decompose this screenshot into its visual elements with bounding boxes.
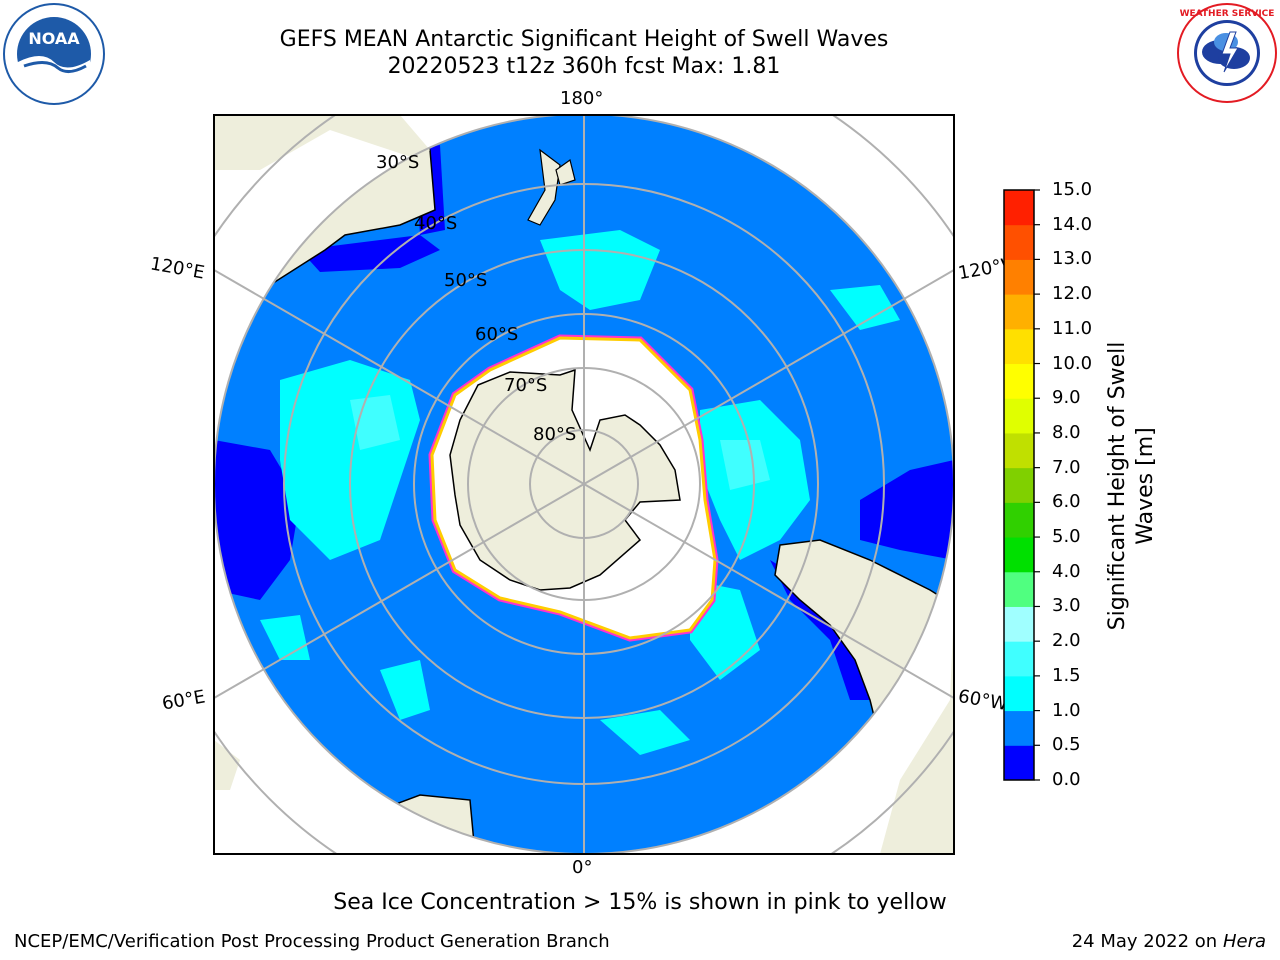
colorbar-segment	[1004, 259, 1034, 295]
colorbar-label: Significant Height of Swell Waves [m]	[1104, 326, 1160, 646]
chart-title: GEFS MEAN Antarctic Significant Height o…	[279, 27, 889, 52]
colorbar-segment	[1004, 432, 1034, 469]
colorbar-segment	[1004, 363, 1034, 399]
chart-subtitle: 20220523 t12z 360h fcst Max: 1.81	[387, 54, 781, 79]
caption: Sea Ice Concentration > 15% is shown in …	[333, 890, 947, 915]
colorbar-tick-label: 10.0	[1052, 352, 1093, 374]
noaa-logo: NOAA	[3, 3, 105, 105]
colorbar-segment	[1004, 294, 1034, 330]
lat-label-60s: 60°S	[475, 324, 519, 345]
colorbar-tick-label: 1.5	[1052, 664, 1081, 686]
lon-label-180: 180°	[560, 88, 604, 109]
footer-machine: Hera	[1222, 931, 1266, 952]
colorbar-tick-label: 12.0	[1052, 283, 1093, 305]
low-swell-region	[214, 440, 300, 600]
new-zealand-land	[527, 148, 561, 226]
colorbar-segment	[1004, 537, 1034, 573]
lat-label-30s: 30°S	[376, 152, 420, 173]
colorbar-tick-label: 5.0	[1052, 526, 1081, 548]
colorbar-frame	[1003, 189, 1035, 781]
colorbar-tick-label: 11.0	[1052, 317, 1093, 339]
colorbar-tick-label: 15.0	[1052, 179, 1093, 200]
lon-label-0: 0°	[572, 857, 593, 878]
lat-label-80s: 80°S	[533, 424, 577, 445]
colorbar-tick-label: 14.0	[1052, 213, 1093, 235]
colorbar-segment	[1004, 675, 1034, 712]
colorbar-tick-label: 0.5	[1052, 734, 1081, 756]
colorbar-tick-label: 0.0	[1052, 769, 1081, 790]
colorbar-segment	[1004, 190, 1034, 226]
lat-label-50s: 50°S	[444, 270, 488, 291]
colorbar-tick-label: 7.0	[1052, 456, 1081, 478]
colorbar-tick-label: 1.0	[1052, 699, 1081, 721]
footer-date-text: 24 May 2022 on	[1071, 931, 1218, 952]
colorbar-tick-label: 9.0	[1052, 387, 1081, 409]
footer-credit: NCEP/EMC/Verification Post Processing Pr…	[14, 931, 610, 952]
colorbar-tick-label: 3.0	[1052, 595, 1081, 617]
colorbar-segment	[1004, 224, 1034, 260]
colorbar-tick-label: 8.0	[1052, 421, 1081, 443]
colorbar-label-line1: Significant Height of Swell	[1105, 341, 1130, 631]
colorbar-segment	[1004, 745, 1034, 781]
map-frame	[213, 114, 955, 855]
colorbar	[1003, 189, 1040, 781]
colorbar-tick-label: 6.0	[1052, 491, 1081, 513]
lat-label-70s: 70°S	[504, 375, 548, 396]
antarctica-land	[449, 368, 681, 591]
colorbar-segment	[1004, 328, 1034, 365]
noaa-logo-text: NOAA	[28, 29, 80, 48]
footer-date: 24 May 2022 on Hera	[1072, 931, 1266, 952]
nws-logo: WEATHER SERVICE	[1177, 3, 1277, 103]
colorbar-tick-label: 2.0	[1052, 630, 1081, 652]
longitude-grid	[214, 115, 954, 854]
colorbar-segment	[1004, 398, 1034, 434]
colorbar-tick-label: 13.0	[1052, 248, 1093, 270]
colorbar-segment	[1004, 710, 1034, 746]
colorbar-segment	[1004, 571, 1034, 607]
colorbar-segment	[1004, 502, 1034, 538]
colorbar-label-line2: Waves [m]	[1133, 427, 1158, 545]
svg-text:WEATHER SERVICE: WEATHER SERVICE	[1180, 9, 1275, 19]
colorbar-tick-label: 4.0	[1052, 560, 1081, 582]
colorbar-segment	[1004, 641, 1034, 677]
colorbar-segment	[1004, 606, 1034, 642]
colorbar-segment	[1004, 467, 1034, 503]
lat-label-40s: 40°S	[414, 213, 458, 234]
